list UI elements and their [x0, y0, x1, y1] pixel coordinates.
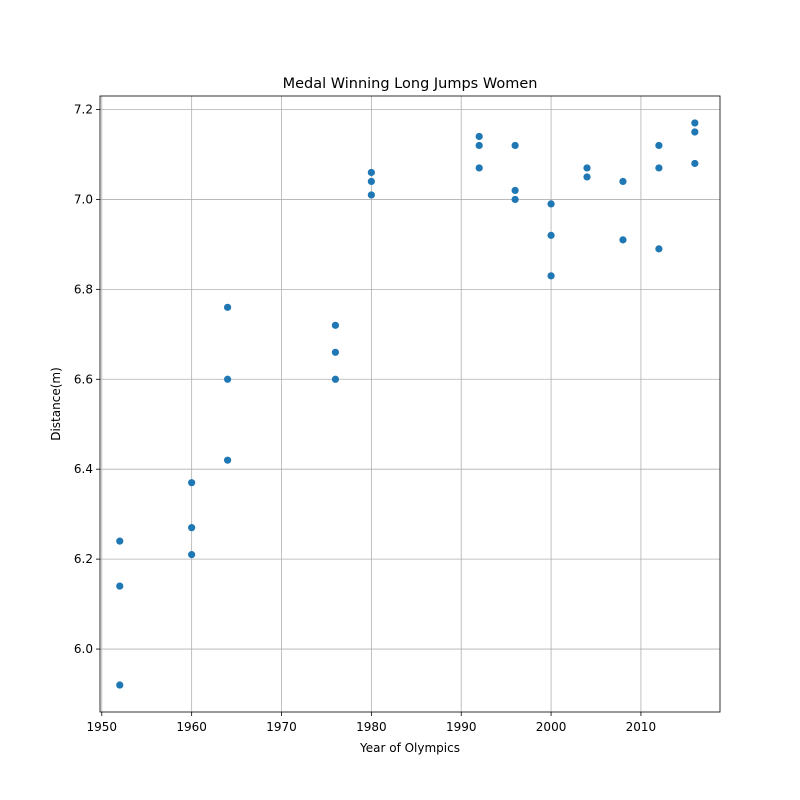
data-point	[223, 375, 232, 383]
x-tick-label: 1970	[266, 720, 297, 734]
data-point	[547, 231, 555, 239]
data-point	[655, 141, 663, 150]
data-point	[619, 236, 627, 244]
data-point	[116, 681, 124, 689]
data-point	[511, 186, 519, 195]
data-point	[475, 132, 483, 141]
data-point	[655, 164, 663, 172]
y-tick-label: 6.0	[74, 642, 93, 656]
data-points	[116, 119, 699, 689]
plot-frame	[99, 95, 721, 713]
data-point	[116, 537, 124, 545]
data-point	[691, 128, 699, 136]
data-point	[223, 456, 232, 464]
x-tick-label: 2000	[536, 720, 567, 734]
x-axis-label: Year of Olympics	[359, 741, 460, 755]
x-tick-label: 1950	[87, 720, 118, 734]
y-tick-label: 7.2	[74, 102, 93, 116]
data-point	[583, 173, 591, 181]
data-point	[655, 245, 663, 253]
data-point	[223, 303, 232, 311]
data-point	[188, 524, 196, 532]
data-point	[619, 177, 627, 186]
data-point	[331, 321, 340, 329]
data-point	[691, 119, 699, 127]
data-point	[188, 479, 196, 487]
grid	[100, 96, 720, 712]
data-point	[331, 375, 340, 383]
x-tick-label: 1980	[356, 720, 387, 734]
y-tick-label: 6.8	[74, 282, 93, 296]
x-tick-label: 1990	[446, 720, 477, 734]
x-tick-label: 2010	[626, 720, 657, 734]
axis-ticks: 1950 1960 1970 1980 1990 2000 2010 6.0 6.2 6.4 6.6…	[74, 102, 656, 734]
data-point	[511, 141, 519, 150]
data-point	[547, 200, 555, 208]
y-tick-label: 6.6	[74, 372, 93, 386]
data-point	[547, 272, 555, 280]
chart-title: Medal Winning Long Jumps Women	[283, 76, 538, 92]
data-point	[367, 191, 375, 199]
data-point	[188, 551, 196, 559]
data-point	[511, 195, 519, 204]
data-point	[367, 177, 375, 186]
data-point	[583, 164, 591, 172]
y-tick-label: 7.0	[74, 192, 93, 206]
data-point	[691, 159, 699, 168]
y-tick-label: 6.2	[74, 552, 93, 566]
data-point	[116, 582, 124, 590]
data-point	[331, 348, 340, 356]
y-tick-label: 6.4	[74, 462, 93, 476]
data-point	[475, 141, 483, 150]
data-point	[475, 164, 483, 172]
x-tick-label: 1960	[176, 720, 207, 734]
data-point	[367, 168, 375, 177]
y-axis-label: Distance(m)	[49, 367, 63, 441]
